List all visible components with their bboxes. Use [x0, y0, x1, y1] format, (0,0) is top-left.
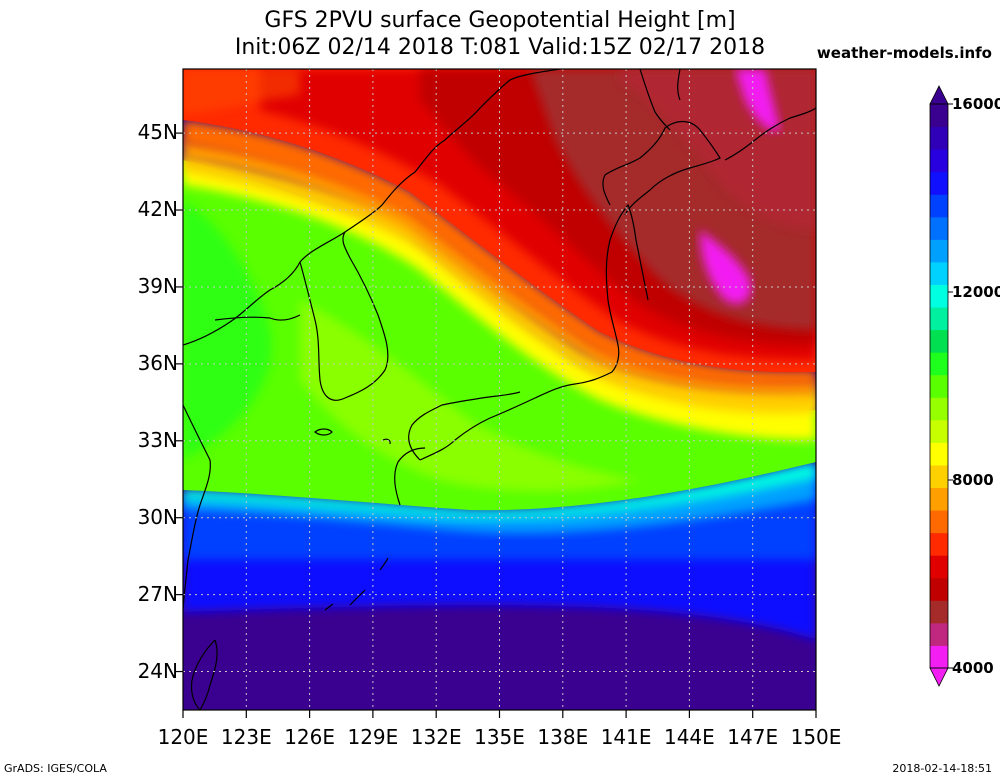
colorbar-swatch — [930, 104, 948, 128]
colorbar-swatch — [930, 510, 948, 534]
latitude-label: 30N — [137, 504, 178, 529]
colorbar-swatch — [930, 239, 948, 263]
colorbar-label: 16000 — [952, 95, 1000, 113]
colorbar-swatch — [930, 352, 948, 376]
latitude-label: 33N — [137, 427, 178, 452]
source-label: weather-models.info — [816, 44, 992, 62]
coastlines — [183, 69, 816, 710]
latitude-label: 45N — [137, 120, 178, 145]
title-line-1: GFS 2PVU surface Geopotential Height [m] — [264, 8, 736, 33]
colorbar-swatch — [930, 555, 948, 579]
colorbar-swatch — [930, 419, 948, 443]
longitude-label: 120E — [157, 725, 209, 749]
longitude-label: 123E — [220, 725, 272, 749]
gridlines — [183, 69, 816, 710]
colorbar-swatch — [930, 532, 948, 556]
latitude-label: 39N — [137, 273, 178, 298]
colorbar-swatch — [930, 284, 948, 308]
colorbar-swatch — [930, 149, 948, 173]
colorbar — [929, 85, 953, 687]
colorbar-swatch — [930, 216, 948, 240]
colorbar-swatch — [930, 374, 948, 398]
longitude-label: 138E — [537, 725, 589, 749]
colorbar-extend-min — [929, 667, 949, 687]
longitude-label: 144E — [663, 725, 715, 749]
colorbar-swatch — [930, 307, 948, 331]
colorbar-label: 4000 — [952, 659, 994, 677]
colorbar-swatch — [930, 600, 948, 624]
colorbar-swatch — [930, 622, 948, 646]
footer-credit: GrADS: IGES/COLA — [4, 762, 107, 775]
latitude-label: 27N — [137, 581, 178, 606]
colorbar-swatch — [930, 171, 948, 195]
field-magenta-cell — [700, 230, 751, 304]
colorbar-swatch — [930, 487, 948, 511]
longitude-label: 132E — [410, 725, 462, 749]
colorbar-swatch — [930, 645, 948, 669]
footer-timestamp: 2018-02-14-18:51 — [892, 762, 992, 775]
colorbar-swatch — [930, 397, 948, 421]
longitude-label: 141E — [600, 725, 652, 749]
colorbar-swatch — [930, 442, 948, 466]
longitude-label: 147E — [727, 725, 779, 749]
colorbar-swatch — [930, 577, 948, 601]
colorbar-swatch — [930, 126, 948, 150]
longitude-label: 126E — [284, 725, 335, 749]
colorbar-label: 12000 — [952, 283, 1000, 301]
title-line-2: Init:06Z 02/14 2018 T:081 Valid:15Z 02/1… — [234, 35, 766, 60]
axis-ticks — [175, 132, 817, 718]
colorbar-extend-max — [929, 85, 949, 105]
colorbar-frame — [929, 103, 949, 669]
longitude-label: 129E — [347, 725, 399, 749]
colorbar-swatch — [930, 329, 948, 353]
latitude-label: 24N — [137, 658, 178, 683]
colorbar-swatch — [930, 261, 948, 285]
colorbar-swatch — [930, 464, 948, 489]
longitude-label: 150E — [790, 725, 842, 749]
longitude-label: 135E — [474, 725, 525, 749]
colorbar-label: 8000 — [952, 471, 994, 489]
colorbar-swatch — [930, 194, 948, 218]
latitude-label: 42N — [137, 197, 178, 222]
latitude-label: 36N — [137, 350, 178, 375]
